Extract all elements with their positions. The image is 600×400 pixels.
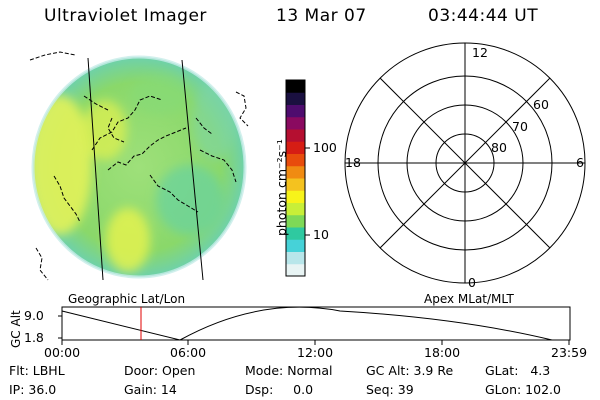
colorbar-segment [286,263,305,277]
time-label: 03:44:44 UT [428,6,539,26]
colorbar-segment [286,141,305,154]
uv-earth-image [29,51,249,281]
orbit-left-title: Geographic Lat/Lon [68,292,186,306]
orbit-right-title: Apex MLat/MLT [424,292,514,306]
polar-lat-80: 80 [491,140,507,155]
colorbar-segment [286,214,305,228]
colorbar-segment [286,178,305,191]
orbit-xtick-0: 00:00 [44,345,81,360]
colorbar-segment [286,165,305,179]
polar-label-6: 6 [576,155,584,170]
polar-lat-60: 60 [533,97,549,112]
status-glat: GLat: 4.3 [485,363,551,378]
orbit-axis-label: GC Alt [9,310,23,348]
colorbar-segment [286,104,305,118]
polar-label-12: 12 [472,45,488,60]
polar-lat-70: 70 [512,119,528,134]
polar-grid [344,42,586,284]
colorbar-segment [286,153,305,167]
status-door: Door: Open [124,363,196,378]
colorbar-segment [286,116,305,130]
polar-label-0: 0 [468,275,476,290]
date-label: 13 Mar 07 [276,6,367,26]
colorbar-segment [286,239,305,252]
colorbar-segment [286,80,305,93]
orbit-panel [58,306,571,345]
status-ip: IP: 36.0 [9,382,57,397]
instrument-title: Ultraviolet Imager [44,6,207,26]
status-gain: Gain: 14 [124,382,177,397]
orbit-ytick-high: 9.0 [24,308,44,323]
colorbar-segment [286,251,305,265]
colorbar-segment [286,202,305,216]
colorbar-tick-10: 10 [313,227,329,242]
colorbar-tick-100: 100 [313,140,337,155]
orbit-xtick-1: 06:00 [170,345,207,360]
status-flt: Flt: LBHL [9,363,65,378]
colorbar-unit-label: photon cm⁻²s⁻¹ [274,139,289,236]
status-gc-alt: GC Alt: 3.9 Re [366,363,454,378]
orbit-xtick-3: 18:00 [424,345,461,360]
orbit-xtick-2: 12:00 [297,345,334,360]
status-seq: Seq: 39 [366,382,414,397]
status-glon: GLon: 102.0 [485,382,561,397]
orbit-ytick-low: 1.8 [24,330,44,345]
colorbar-segment [286,129,305,142]
orbit-xtick-4: 23:59 [551,345,588,360]
colorbar-segment [286,92,305,105]
colorbar-segment [286,190,305,203]
colorbar-segment [286,227,305,240]
status-mode: Mode: Normal [245,363,333,378]
colorbar [285,79,310,277]
polar-label-18: 18 [345,155,361,170]
status-dsp: Dsp: 0.0 [245,382,314,397]
